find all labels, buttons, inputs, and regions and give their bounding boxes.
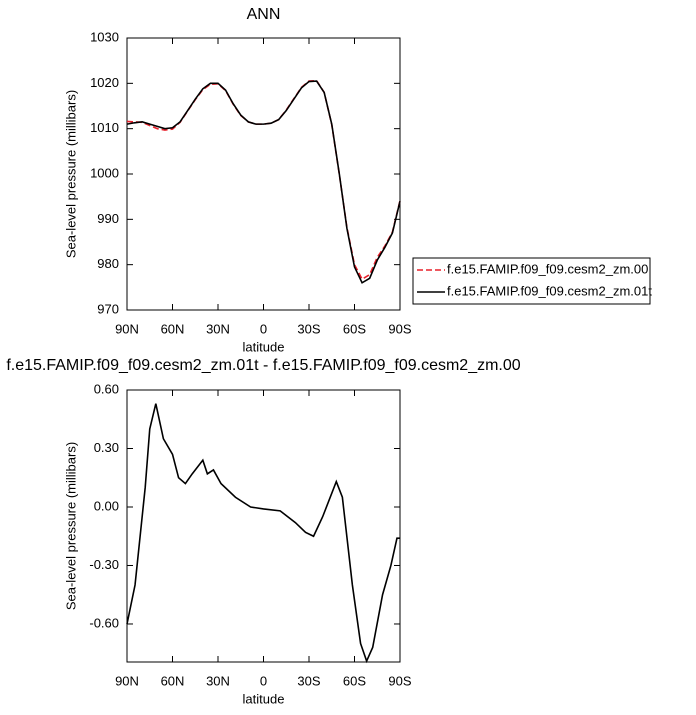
data-line [126, 80, 401, 284]
panel: f.e15.FAMIP.f09_f09.cesm2_zm.01t - f.e15… [6, 357, 520, 706]
y-tick-label: 970 [97, 301, 119, 316]
y-tick-label: 1000 [90, 165, 119, 180]
y-tick-label: 1030 [90, 29, 119, 44]
y-axis-label: Sea-level pressure (millibars) [63, 90, 78, 258]
x-tick-label: 30S [297, 673, 320, 688]
x-axis-label: latitude [243, 339, 285, 354]
y-tick-label: 0.00 [94, 498, 119, 513]
x-tick-label: 90N [115, 321, 139, 336]
y-tick-label: 990 [97, 211, 119, 226]
x-tick-label: 0 [260, 321, 267, 336]
x-tick-label: 60S [343, 673, 366, 688]
x-tick-label: 60N [161, 321, 185, 336]
y-tick-label: 1020 [90, 75, 119, 90]
x-tick-label: 30N [206, 673, 230, 688]
legend-label: f.e15.FAMIP.f09_f09.cesm2_zm.00 [447, 261, 648, 276]
y-tick-label: 0.30 [94, 440, 119, 455]
legend-box [412, 257, 651, 305]
x-tick-label: 60S [343, 321, 366, 336]
legend-label: f.e15.FAMIP.f09_f09.cesm2_zm.01t [447, 283, 652, 298]
y-tick-label: -0.60 [89, 615, 119, 630]
data-line [126, 403, 400, 664]
x-axis-label: latitude [243, 691, 285, 706]
y-tick-label: -0.30 [89, 557, 119, 572]
y-tick-label: 980 [97, 256, 119, 271]
y-tick-label: 1010 [90, 120, 119, 135]
chart-title: ANN [247, 6, 281, 23]
plot-frame [126, 37, 401, 311]
data-line [126, 79, 401, 281]
x-tick-label: 90S [388, 673, 411, 688]
x-tick-label: 90N [115, 673, 139, 688]
plot-frame [126, 389, 401, 663]
chart-title: f.e15.FAMIP.f09_f09.cesm2_zm.01t - f.e15… [6, 357, 520, 374]
panel: ANN 970 980 990 1000 1010 1020 1030 90N 60N 30N 0 30… [63, 6, 652, 354]
x-tick-label: 60N [161, 673, 185, 688]
x-tick-label: 30N [206, 321, 230, 336]
y-tick-label: 0.60 [94, 381, 119, 396]
x-tick-label: 30S [297, 321, 320, 336]
y-axis-label: Sea-level pressure (millibars) [63, 442, 78, 610]
x-tick-label: 90S [388, 321, 411, 336]
x-tick-label: 0 [260, 673, 267, 688]
